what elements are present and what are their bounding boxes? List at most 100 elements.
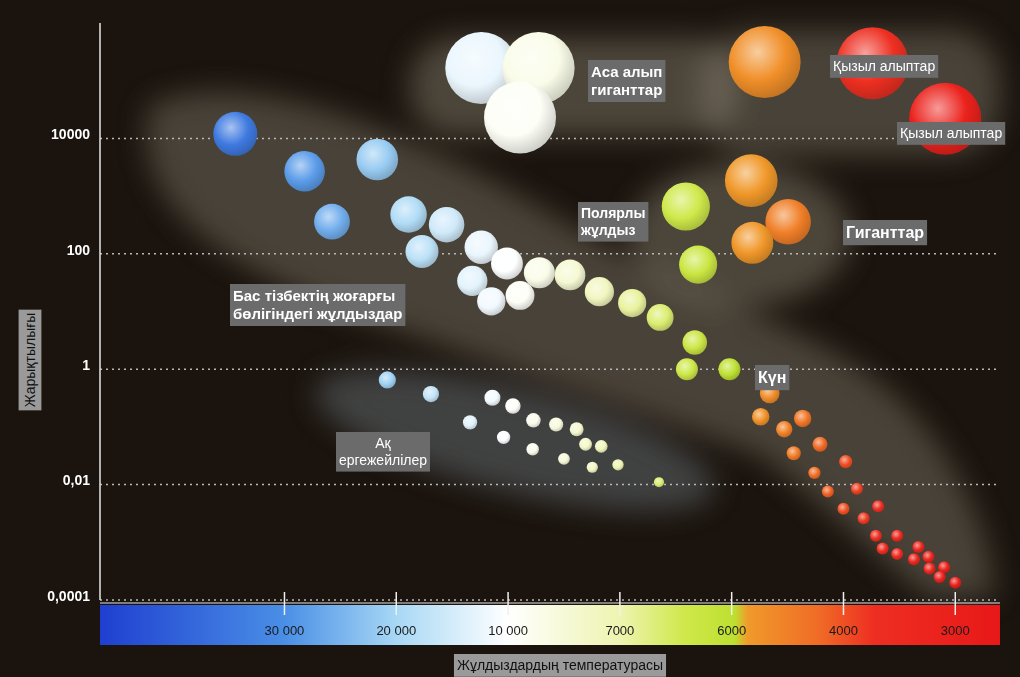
star	[776, 421, 792, 437]
x-tick-label: 10 000	[488, 623, 528, 638]
star-group	[213, 112, 961, 589]
x-tick	[284, 592, 286, 615]
star	[314, 204, 350, 240]
star	[891, 548, 903, 560]
star	[908, 553, 920, 565]
star	[662, 182, 710, 230]
x-tick	[396, 592, 398, 615]
star	[683, 330, 707, 354]
region-label: Күн	[755, 365, 789, 390]
text-line: ергежейлілер	[339, 452, 427, 468]
text-line: Қызыл алыптар	[833, 58, 935, 74]
star	[822, 485, 834, 497]
star	[808, 467, 820, 479]
x-tick	[731, 592, 733, 615]
region-label-text: Ақергежейлілер	[339, 435, 427, 468]
star	[787, 446, 801, 460]
region-label-text: Гиганттар	[846, 224, 924, 241]
y-tick-label: 0,0001	[47, 588, 90, 604]
grid-line	[100, 599, 1000, 601]
star	[570, 422, 584, 436]
region-label-text: Қызыл алыптар	[833, 58, 935, 74]
star	[851, 483, 863, 495]
text-line: гиганттар	[591, 81, 662, 98]
star	[284, 151, 325, 192]
star	[949, 577, 961, 589]
region-label-text: Бас тізбектің жоғарғыбөлігіндегі жұлдызд…	[233, 287, 402, 322]
star	[526, 443, 538, 455]
text-line: Аса алып	[591, 63, 662, 80]
x-ticks: 30 00020 00010 0007000600040003000	[265, 592, 970, 638]
star	[429, 207, 465, 243]
y-tick-label: 1	[82, 357, 90, 373]
y-tick-label: 10000	[51, 126, 90, 142]
x-tick	[843, 592, 845, 615]
star	[524, 257, 555, 288]
star	[587, 462, 598, 473]
text-line: Гиганттар	[846, 224, 924, 241]
star	[858, 512, 870, 524]
star	[934, 571, 946, 583]
region-label: Бас тізбектің жоғарғыбөлігіндегі жұлдызд…	[230, 284, 405, 326]
x-axis-title-box	[454, 654, 666, 677]
background	[0, 0, 1020, 677]
stars	[213, 26, 981, 589]
star-group	[445, 32, 574, 154]
region-glows	[146, 30, 1000, 598]
star	[356, 139, 398, 181]
star	[924, 563, 936, 575]
star	[794, 410, 811, 427]
region-label: Қызыл алыптар	[830, 55, 938, 78]
region-label-box	[843, 220, 927, 245]
star	[725, 154, 778, 207]
x-tick-label: 30 000	[265, 623, 305, 638]
star	[595, 440, 608, 453]
star	[505, 398, 520, 413]
x-axis-line	[100, 603, 1000, 604]
region-label-text: Қызыл алыптар	[900, 125, 1002, 141]
region-label: Қызыл алыптар	[897, 122, 1005, 145]
region-label: Гиганттар	[843, 220, 927, 245]
star	[870, 530, 882, 542]
star	[555, 260, 586, 291]
text-line: Бас тізбектің жоғарғы	[233, 287, 395, 304]
text-line: Жарықтылығы	[22, 313, 38, 408]
star	[477, 287, 505, 315]
main-sequence-glow	[146, 92, 993, 598]
star	[491, 248, 523, 280]
star	[497, 431, 510, 444]
star	[405, 235, 438, 268]
region-label-text: Полярлыжұлдыз	[580, 205, 645, 238]
region-label-box	[897, 122, 1005, 145]
text-line: жұлдыз	[580, 222, 635, 238]
x-tick-label: 20 000	[376, 623, 416, 638]
star	[752, 408, 770, 426]
grid-line	[100, 253, 1000, 255]
chart: 0,00010,0111001000030 00020 00010 000700…	[0, 0, 1020, 677]
star	[579, 438, 592, 451]
region-label: Полярлыжұлдыз	[578, 202, 648, 242]
star	[526, 413, 540, 427]
star	[837, 503, 849, 515]
star-group	[662, 154, 811, 283]
region-label-box	[830, 55, 938, 78]
star	[877, 543, 889, 555]
x-tick-label: 6000	[717, 623, 746, 638]
region-label-box	[588, 60, 665, 102]
text-line: Күн	[758, 369, 786, 386]
star	[612, 459, 623, 470]
star	[484, 390, 500, 406]
region-label-text: Аса алыпгиганттар	[591, 63, 662, 98]
x-tick-label: 4000	[829, 623, 858, 638]
star	[731, 222, 773, 264]
x-axis-title: Жұлдыздардың температурасы	[454, 654, 666, 677]
y-grid: 0,00010,01110010000	[47, 126, 1000, 604]
star	[891, 530, 903, 542]
star	[912, 541, 924, 553]
star	[729, 26, 801, 98]
x-tick-label: 3000	[941, 623, 970, 638]
star	[506, 281, 535, 310]
y-axis-title-box	[19, 310, 42, 411]
region-label-box	[755, 365, 789, 390]
star	[484, 82, 556, 154]
